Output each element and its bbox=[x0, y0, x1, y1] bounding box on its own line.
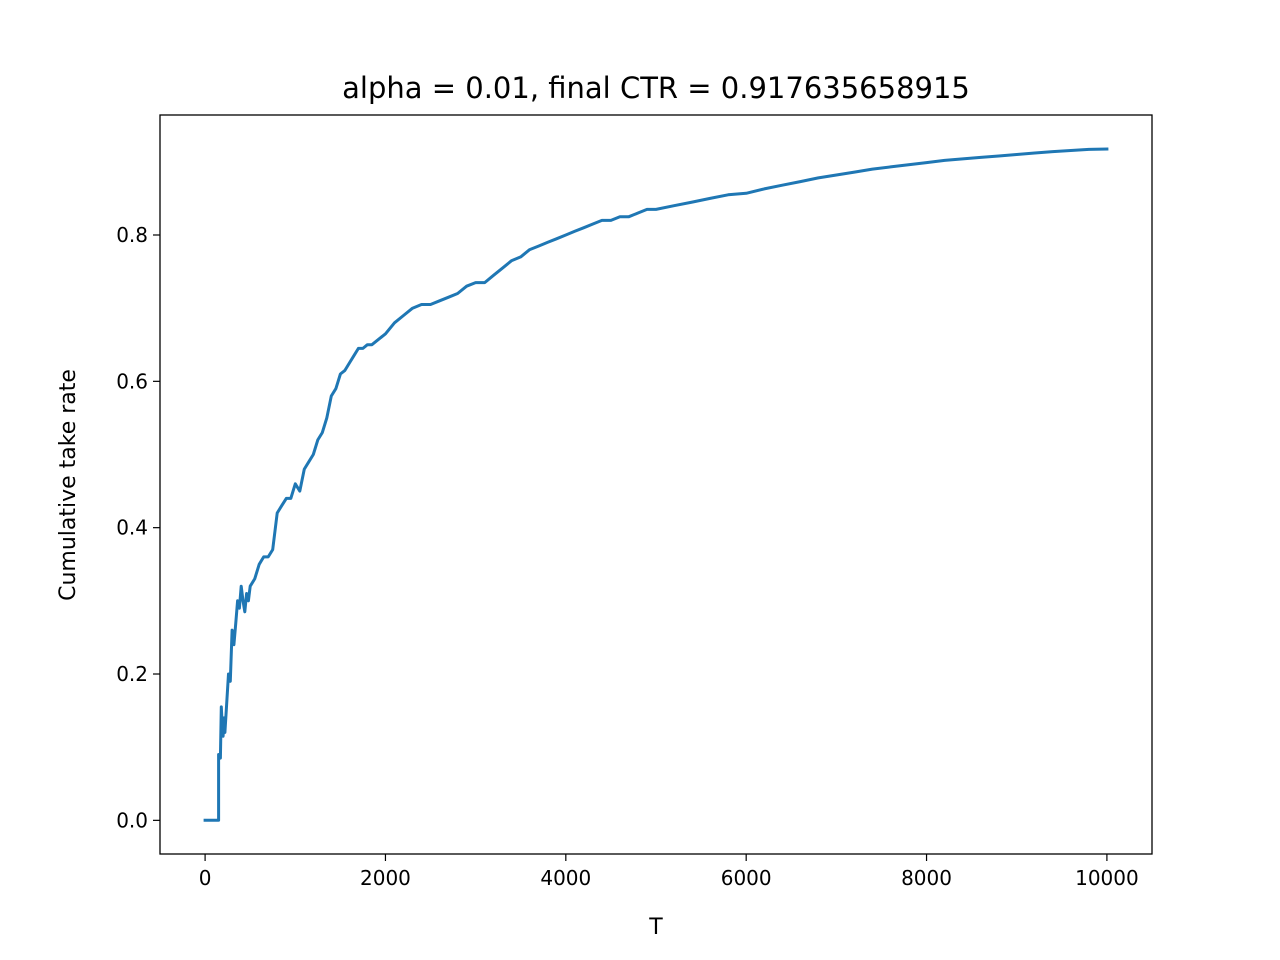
y-tick-label: 0.2 bbox=[116, 662, 148, 686]
x-tick-label: 8000 bbox=[901, 866, 952, 890]
x-axis-ticks: 0 2000 4000 6000 8000 10000 bbox=[199, 854, 1139, 890]
x-tick-label: 4000 bbox=[540, 866, 591, 890]
plot-frame bbox=[159, 114, 1153, 855]
y-tick-label: 0.6 bbox=[116, 369, 148, 393]
x-tick-label: 0 bbox=[199, 866, 212, 890]
y-tick-label: 0.4 bbox=[116, 516, 148, 540]
y-tick-label: 0.0 bbox=[116, 808, 148, 832]
chart-title: alpha = 0.01, final CTR = 0.917635658915 bbox=[342, 71, 970, 105]
y-axis-ticks: 0.0 0.2 0.4 0.6 0.8 bbox=[116, 223, 160, 832]
x-tick-label: 6000 bbox=[721, 866, 772, 890]
x-tick-label: 2000 bbox=[360, 866, 411, 890]
y-tick-label: 0.8 bbox=[116, 223, 148, 247]
x-axis-label: T bbox=[648, 915, 663, 940]
y-axis-label: Cumulative take rate bbox=[56, 369, 81, 601]
x-tick-label: 10000 bbox=[1075, 866, 1139, 890]
series-line bbox=[203, 147, 1109, 822]
series-layer bbox=[203, 147, 1109, 822]
